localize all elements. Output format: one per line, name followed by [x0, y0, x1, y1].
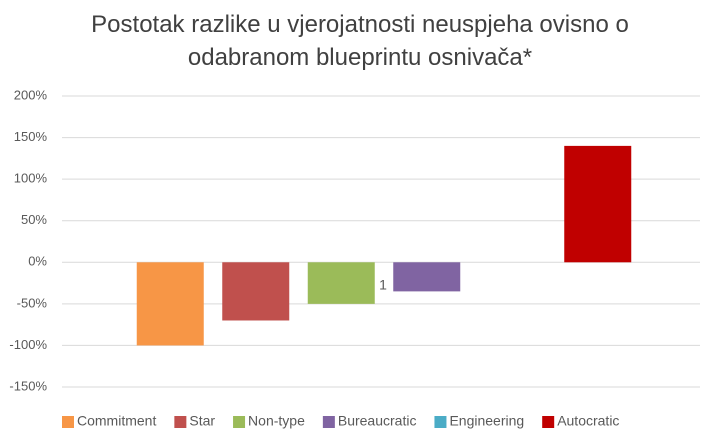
y-tick-label: -100% — [9, 337, 47, 352]
bar — [136, 262, 204, 346]
legend-swatch — [174, 416, 187, 428]
legend-label: Autocratic — [557, 413, 619, 429]
legend-label: Bureaucratic — [338, 413, 417, 429]
y-tick-label: 0% — [28, 254, 47, 269]
y-tick-label: -150% — [9, 378, 47, 393]
legend-label: Non-type — [248, 413, 305, 429]
legend-swatch — [62, 416, 74, 428]
annotation: 1 — [379, 277, 387, 293]
legend-swatch — [542, 416, 555, 428]
bar — [564, 145, 632, 263]
bar — [222, 262, 290, 321]
y-tick-label: 100% — [14, 171, 48, 186]
legend-label: Commitment — [77, 413, 156, 429]
bar — [393, 262, 461, 292]
chart-title: Postotak razlike u vjerojatnosti neuspje… — [91, 11, 629, 71]
y-tick-label: 150% — [14, 129, 48, 144]
legend-label: Engineering — [449, 413, 524, 429]
bar — [307, 262, 375, 304]
legend-label: Star — [189, 413, 215, 429]
y-tick-label: 50% — [21, 212, 47, 227]
y-tick-label: -50% — [17, 295, 48, 310]
legend-swatch — [233, 416, 246, 428]
y-tick-label: 200% — [14, 87, 48, 102]
legend-swatch — [434, 416, 447, 428]
legend-swatch — [322, 416, 335, 428]
